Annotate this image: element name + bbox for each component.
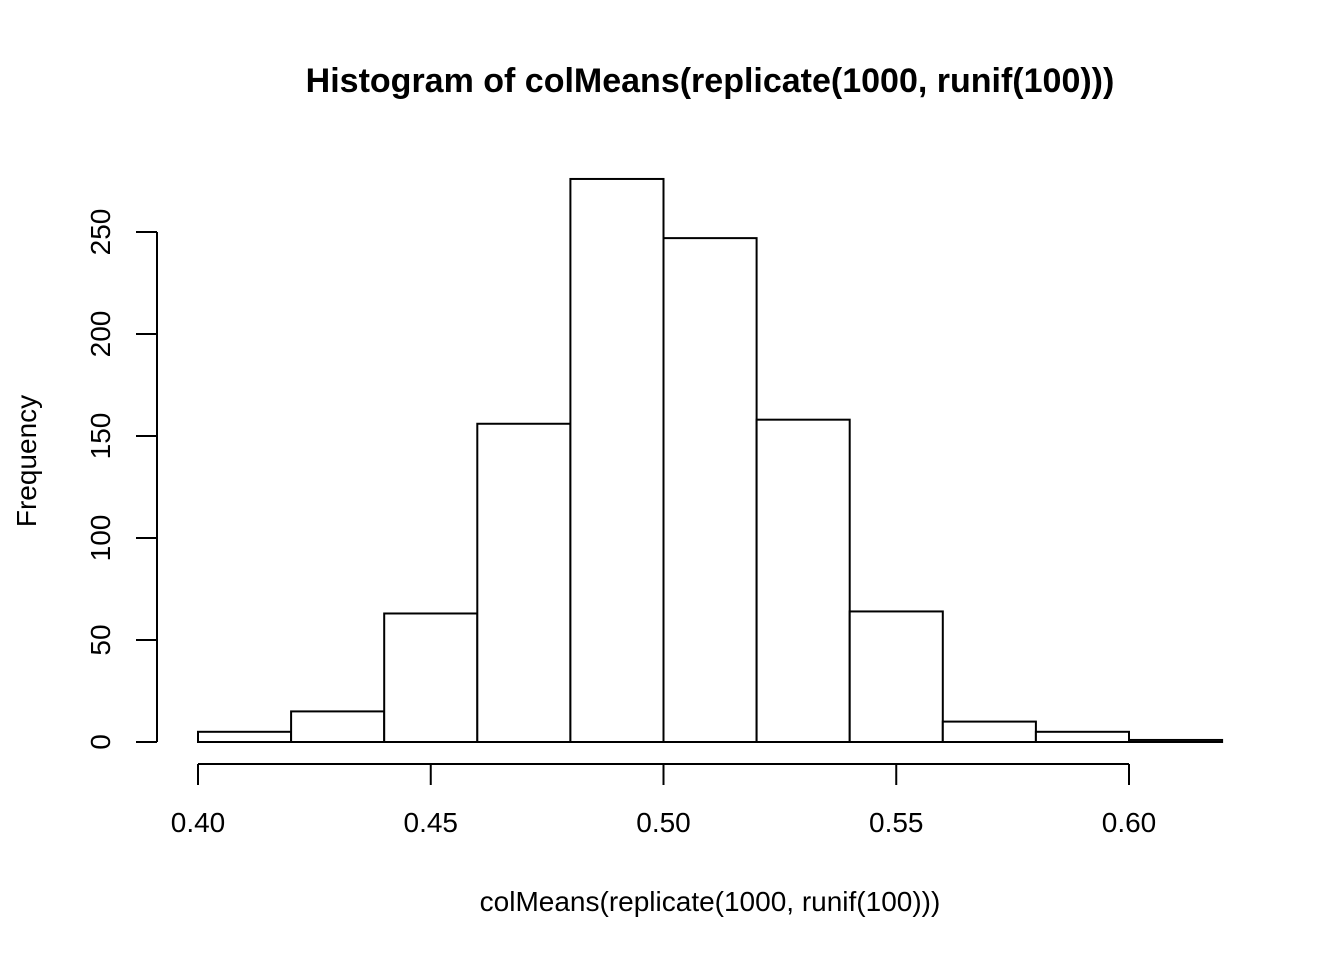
y-tick-label: 200: [85, 311, 116, 358]
x-tick-label: 0.40: [171, 807, 226, 838]
chart-title: Histogram of colMeans(replicate(1000, ru…: [306, 62, 1115, 100]
y-tick-label: 100: [85, 515, 116, 562]
histogram-bar: [1034, 730, 1131, 743]
y-axis-label: Frequency: [11, 395, 42, 527]
histogram-bar: [569, 177, 665, 743]
x-tick-label: 0.50: [636, 807, 691, 838]
y-tick-label: 0: [85, 734, 116, 750]
histogram-bar: [662, 237, 758, 743]
x-axis: 0.40 0.45 0.50 0.55 0.60: [171, 763, 1157, 838]
histogram-bar: [848, 610, 944, 743]
histogram-bar: [476, 422, 572, 743]
histogram-bar: [1128, 738, 1224, 744]
histogram-bar: [290, 710, 386, 744]
histogram-bar: [941, 720, 1037, 743]
y-axis: 0 50 100 150 200 250: [85, 209, 158, 750]
histogram-bar: [755, 418, 851, 743]
histogram-bar: [197, 730, 293, 743]
x-axis-label: colMeans(replicate(1000, runif(100))): [480, 886, 941, 917]
y-tick-label: 50: [85, 624, 116, 655]
bars-group: [197, 177, 1224, 744]
x-tick-label: 0.55: [869, 807, 924, 838]
histogram-bar: [383, 612, 479, 743]
x-tick-label: 0.45: [404, 807, 459, 838]
y-tick-label: 150: [85, 413, 116, 460]
y-tick-label: 250: [85, 209, 116, 256]
x-tick-label: 0.60: [1102, 807, 1157, 838]
